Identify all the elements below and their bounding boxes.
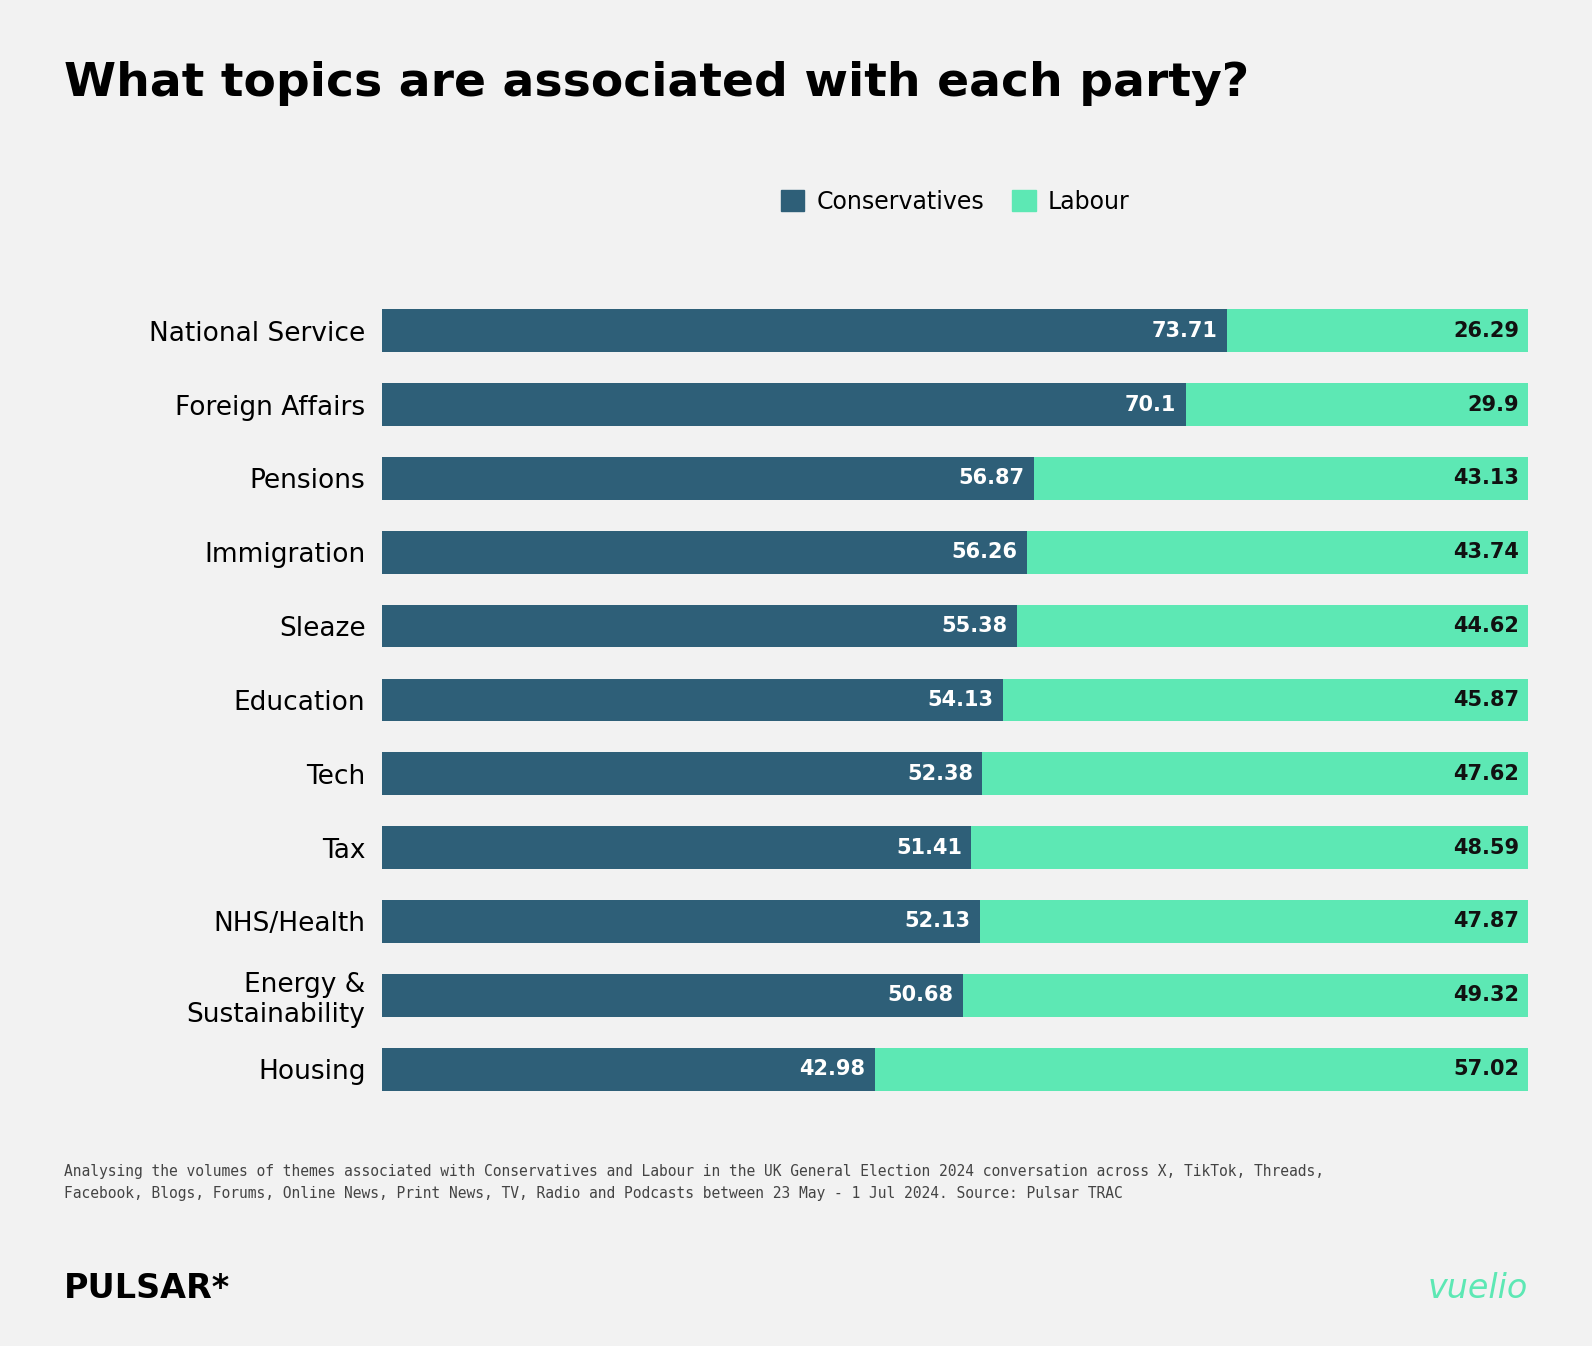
Bar	[382, 678, 1003, 721]
Text: Analysing the volumes of themes associated with Conservatives and Labour in the : Analysing the volumes of themes associat…	[64, 1164, 1323, 1202]
Bar	[382, 384, 1186, 425]
Text: 52.13: 52.13	[904, 911, 971, 931]
Text: What topics are associated with each party?: What topics are associated with each par…	[64, 61, 1250, 105]
Bar	[382, 752, 982, 795]
Text: 54.13: 54.13	[928, 690, 993, 709]
Text: PULSAR*: PULSAR*	[64, 1272, 229, 1306]
Bar	[382, 826, 971, 870]
Text: 55.38: 55.38	[941, 616, 1008, 637]
Text: 57.02: 57.02	[1453, 1059, 1519, 1079]
Bar	[982, 752, 1528, 795]
Text: 42.98: 42.98	[799, 1059, 866, 1079]
Bar	[382, 310, 1227, 353]
Text: 73.71: 73.71	[1153, 320, 1218, 341]
Text: 47.87: 47.87	[1453, 911, 1519, 931]
Bar	[382, 456, 1033, 499]
Bar	[1227, 310, 1528, 353]
Bar	[1033, 456, 1528, 499]
Text: 43.13: 43.13	[1453, 468, 1519, 489]
Bar	[971, 826, 1528, 870]
Text: 45.87: 45.87	[1453, 690, 1519, 709]
Text: 48.59: 48.59	[1453, 837, 1519, 857]
Bar	[382, 900, 979, 944]
Bar	[979, 900, 1528, 944]
Legend: Conservatives, Labour: Conservatives, Labour	[772, 180, 1138, 223]
Bar	[382, 1047, 874, 1090]
Bar	[382, 530, 1027, 573]
Text: 50.68: 50.68	[888, 985, 954, 1005]
Bar	[382, 604, 1017, 647]
Bar	[1186, 384, 1528, 425]
Text: 29.9: 29.9	[1468, 394, 1519, 415]
Text: 49.32: 49.32	[1453, 985, 1519, 1005]
Text: 44.62: 44.62	[1453, 616, 1519, 637]
Bar	[1027, 530, 1528, 573]
Text: 52.38: 52.38	[907, 763, 973, 783]
Text: 56.26: 56.26	[952, 542, 1017, 563]
Text: vuelio: vuelio	[1428, 1272, 1528, 1306]
Text: 43.74: 43.74	[1453, 542, 1519, 563]
Bar	[382, 975, 963, 1016]
Bar	[1003, 678, 1528, 721]
Text: 56.87: 56.87	[958, 468, 1025, 489]
Text: 47.62: 47.62	[1453, 763, 1519, 783]
Text: 26.29: 26.29	[1453, 320, 1519, 341]
Bar	[874, 1047, 1528, 1090]
Text: 70.1: 70.1	[1126, 394, 1176, 415]
Bar	[1017, 604, 1528, 647]
Text: 51.41: 51.41	[896, 837, 962, 857]
Bar	[963, 975, 1528, 1016]
